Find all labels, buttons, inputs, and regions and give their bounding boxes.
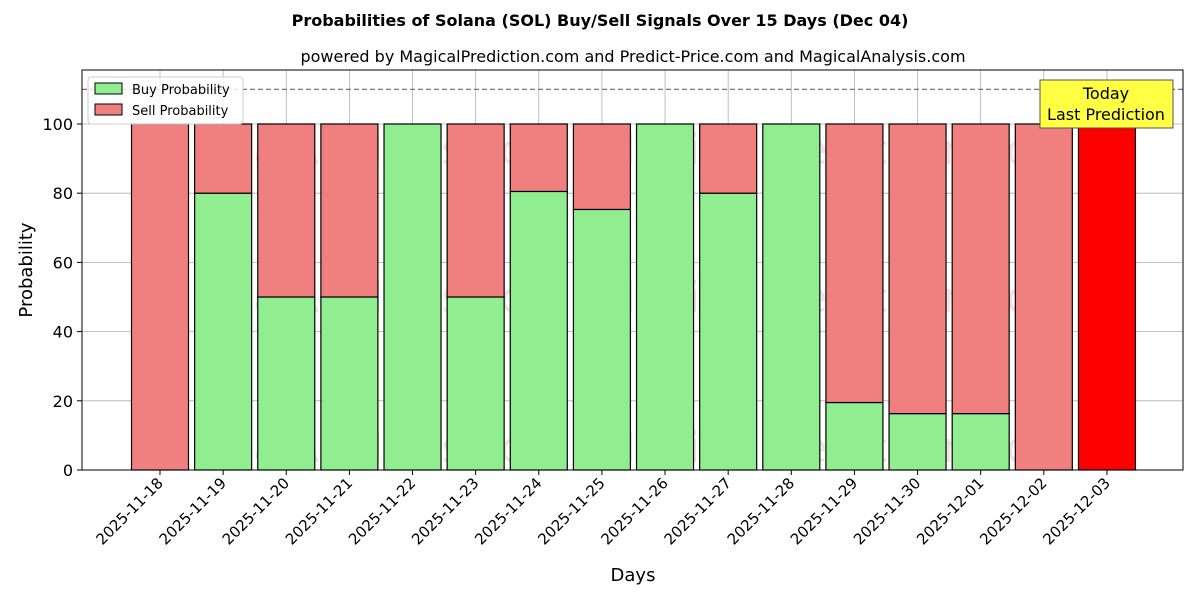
- bar-sell: [888, 123, 947, 415]
- x-tick-label: 2025-12-02: [976, 474, 1050, 548]
- bars: [130, 123, 1137, 471]
- x-tick-label: 2025-11-20: [219, 474, 293, 548]
- bar-buy: [635, 123, 695, 471]
- x-axis-label: Days: [611, 565, 656, 586]
- y-tick-label: 20: [53, 392, 73, 411]
- bar-sell: [320, 123, 379, 298]
- x-tick-label: 2025-11-30: [850, 474, 924, 548]
- x-tick-label: 2025-12-01: [913, 474, 987, 548]
- bar-buy: [509, 190, 568, 471]
- legend-frame: [87, 76, 244, 125]
- bar-buy: [320, 296, 379, 471]
- x-tick-label: 2025-11-18: [92, 474, 166, 548]
- bar-buy: [951, 412, 1010, 471]
- x-axis: 2025-11-182025-11-192025-11-202025-11-21…: [92, 470, 1114, 548]
- annotation-box: [1039, 79, 1174, 129]
- legend: Buy Probability Sell Probability: [87, 76, 244, 125]
- x-tick-label: 2025-11-29: [787, 474, 861, 548]
- y-axis-label: Probability: [16, 222, 37, 317]
- y-tick-label: 100: [42, 115, 73, 134]
- legend-swatch-sell: [94, 103, 123, 116]
- today-annotation: Today Last Prediction: [1039, 79, 1174, 129]
- annotation-line2: Last Prediction: [1047, 105, 1165, 124]
- y-tick-label: 60: [53, 253, 73, 272]
- bar-sell: [130, 123, 190, 471]
- y-tick-label: 40: [53, 323, 73, 342]
- bar-sell: [446, 123, 505, 298]
- x-tick-label: 2025-11-22: [345, 474, 419, 548]
- x-tick-label: 2025-11-27: [661, 474, 735, 548]
- y-tick-label: 80: [53, 184, 73, 203]
- y-axis: 0 20 40 60 80 100: [42, 115, 82, 480]
- legend-swatch-buy: [94, 82, 123, 95]
- bar-buy: [446, 296, 505, 471]
- chart-title: Probabilities of Solana (SOL) Buy/Sell S…: [292, 11, 909, 30]
- x-tick-label: 2025-11-19: [156, 474, 230, 548]
- bar-sell: [1014, 123, 1073, 471]
- bar-buy: [572, 208, 632, 471]
- x-tick-label: 2025-11-23: [408, 474, 482, 548]
- bar-buy: [762, 123, 821, 471]
- x-tick-label: 2025-11-24: [471, 474, 545, 548]
- bar-sell: [572, 123, 632, 211]
- bar-sell: [951, 123, 1010, 415]
- bar-sell: [509, 123, 568, 193]
- bar-buy: [699, 192, 758, 471]
- bar-sell: [825, 123, 884, 404]
- x-tick-label: 2025-11-26: [597, 474, 671, 548]
- bar-sell: [194, 123, 253, 194]
- x-tick-label: 2025-12-03: [1039, 474, 1113, 548]
- bar-buy: [825, 401, 884, 471]
- legend-label-sell: Sell Probability: [132, 104, 229, 119]
- x-tick-label: 2025-11-21: [282, 474, 356, 548]
- chart-subtitle: powered by MagicalPrediction.com and Pre…: [300, 47, 965, 66]
- x-tick-label: 2025-11-25: [534, 474, 608, 548]
- bar-sell: [1077, 123, 1137, 471]
- y-tick-label: 0: [63, 461, 73, 480]
- plot-frame: [81, 69, 1184, 471]
- legend-label-buy: Buy Probability: [132, 83, 230, 98]
- x-tick-label: 2025-11-28: [724, 474, 798, 548]
- bar-sell: [257, 123, 316, 298]
- bar-buy: [383, 123, 442, 471]
- bar-buy: [194, 192, 253, 471]
- annotation-line1: Today: [1082, 84, 1129, 103]
- bar-sell: [699, 123, 758, 194]
- bar-buy: [257, 296, 316, 471]
- bar-buy: [888, 412, 947, 471]
